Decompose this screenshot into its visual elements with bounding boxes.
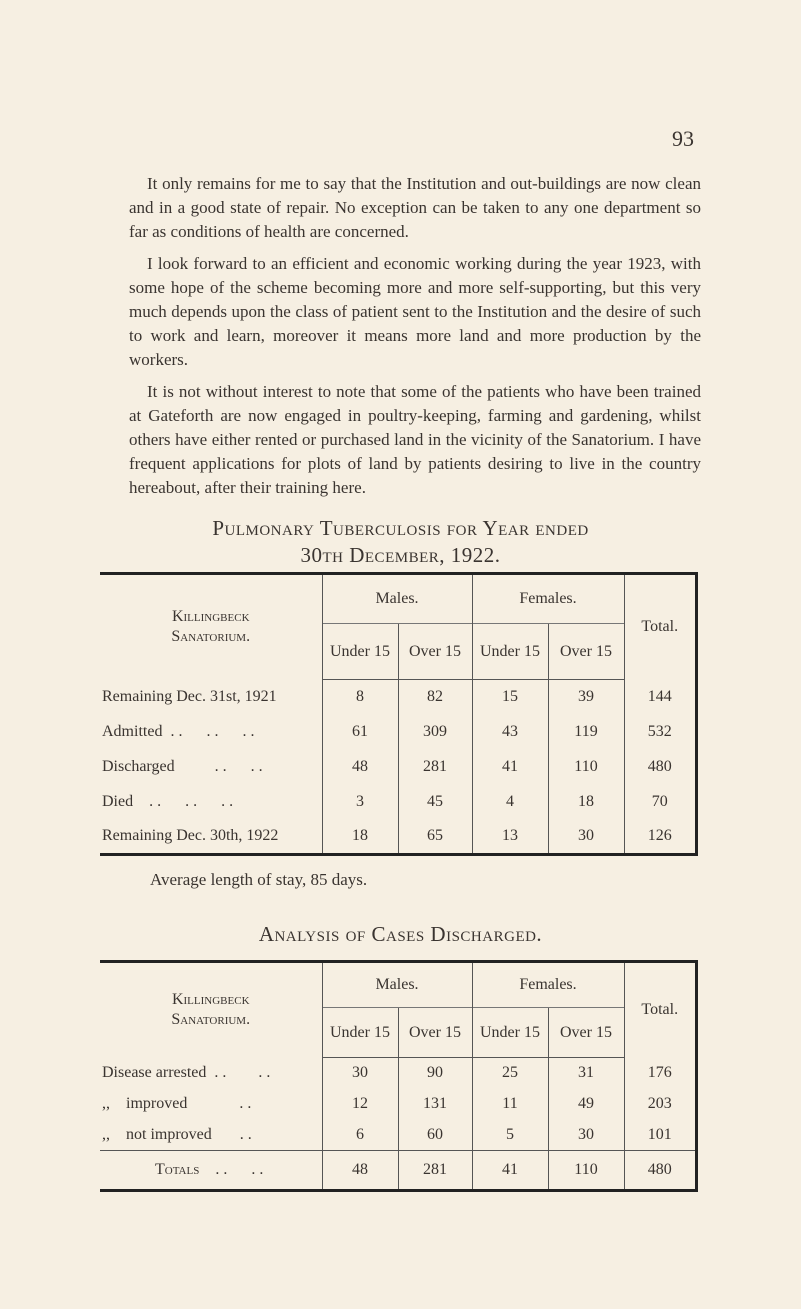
table1-title: Pulmonary Tuberculosis for Year ended <box>212 516 589 540</box>
females-header: Females. <box>471 961 624 1008</box>
cell-value: 70 <box>623 784 697 820</box>
row-label: Died . . . . . . <box>102 793 234 810</box>
row-label: Disease arrested . . . . <box>102 1064 271 1081</box>
cell-value: 309 <box>397 714 472 750</box>
cell-value: 41 <box>471 749 548 785</box>
cell-value: 45 <box>397 784 472 820</box>
total-value: 48 <box>321 1150 398 1191</box>
table-row: ,, improved . . 12 131 11 49 203 <box>100 1088 697 1120</box>
cell-value: 65 <box>397 819 472 855</box>
cell-value: 30 <box>547 1119 624 1151</box>
table2-title: Analysis of Cases Discharged. <box>258 922 543 946</box>
paragraph: It is not without interest to note that … <box>129 382 701 497</box>
cell-value: 30 <box>321 1057 398 1089</box>
cell-value: 119 <box>547 714 624 750</box>
subheader: Over 15 <box>397 1007 472 1058</box>
subheader: Under 15 <box>471 1007 548 1058</box>
cell-value: 3 <box>321 784 398 820</box>
row-label: Remaining Dec. 31st, 1921 <box>102 688 277 705</box>
body-text: It only remains for me to say that the I… <box>129 172 701 508</box>
cell-value: 60 <box>397 1119 472 1151</box>
total-value: 110 <box>547 1150 624 1191</box>
cell-value: 30 <box>547 819 624 855</box>
total-header: Total. <box>623 961 697 1058</box>
cell-value: 532 <box>623 714 697 750</box>
cell-value: 176 <box>623 1057 697 1089</box>
corner-header: Killingbeck Sanatorium. <box>171 991 251 1029</box>
cell-value: 8 <box>321 679 398 715</box>
table-row: Admitted . . . . . . 61 309 43 119 532 <box>100 714 697 750</box>
cell-value: 12 <box>321 1088 398 1120</box>
paragraph: It only remains for me to say that the I… <box>129 174 701 241</box>
table-row: Remaining Dec. 30th, 1922 18 65 13 30 126 <box>100 819 697 855</box>
total-header: Total. <box>623 573 697 680</box>
table-row: Discharged . . . . 48 281 41 110 480 <box>100 749 697 785</box>
cell-value: 49 <box>547 1088 624 1120</box>
row-label: ,, not improved . . <box>102 1125 252 1143</box>
table-row: ,, not improved . . 6 60 5 30 101 <box>100 1119 697 1151</box>
cell-value: 25 <box>471 1057 548 1089</box>
cell-value: 39 <box>547 679 624 715</box>
females-header: Females. <box>471 573 624 624</box>
subheader: Under 15 <box>321 623 398 680</box>
cell-value: 110 <box>547 749 624 785</box>
total-value: 281 <box>397 1150 472 1191</box>
row-label: Discharged . . . . <box>102 758 263 775</box>
cell-value: 82 <box>397 679 472 715</box>
cell-value: 13 <box>471 819 548 855</box>
cell-value: 15 <box>471 679 548 715</box>
table1-subtitle: 30th December, 1922. <box>300 543 501 567</box>
cell-value: 5 <box>471 1119 548 1151</box>
cell-value: 131 <box>397 1088 472 1120</box>
total-value: 480 <box>623 1150 697 1191</box>
analysis-table: Killingbeck Sanatorium. Males. Females. … <box>100 960 698 1192</box>
subheader: Over 15 <box>547 623 624 680</box>
cell-value: 203 <box>623 1088 697 1120</box>
males-header: Males. <box>321 573 472 624</box>
totals-row: Totals . . . . 48 281 41 110 480 <box>100 1150 697 1191</box>
row-label: Remaining Dec. 30th, 1922 <box>102 827 279 845</box>
subheader: Over 15 <box>547 1007 624 1058</box>
table-row: Remaining Dec. 31st, 1921 8 82 15 39 144 <box>100 679 697 715</box>
table-row: Died . . . . . . 3 45 4 18 70 <box>100 784 697 820</box>
males-header: Males. <box>321 961 472 1008</box>
cell-value: 43 <box>471 714 548 750</box>
totals-label: Totals . . . . <box>155 1161 264 1178</box>
row-label: ,, improved . . <box>102 1095 252 1112</box>
table-row: Disease arrested . . . . 30 90 25 31 176 <box>100 1057 697 1089</box>
subheader: Under 15 <box>471 623 548 680</box>
cell-value: 31 <box>547 1057 624 1089</box>
cell-value: 11 <box>471 1088 548 1120</box>
page-number: 93 <box>672 126 694 151</box>
row-label: Admitted . . . . . . <box>102 723 255 740</box>
cell-value: 281 <box>397 749 472 785</box>
cell-value: 90 <box>397 1057 472 1089</box>
corner-header: Killingbeck Sanatorium. <box>171 608 251 646</box>
cell-value: 18 <box>547 784 624 820</box>
cell-value: 61 <box>321 714 398 750</box>
cell-value: 480 <box>623 749 697 785</box>
cell-value: 101 <box>623 1119 697 1151</box>
total-value: 41 <box>471 1150 548 1191</box>
cell-value: 4 <box>471 784 548 820</box>
cell-value: 6 <box>321 1119 398 1151</box>
subheader: Under 15 <box>321 1007 398 1058</box>
cell-value: 126 <box>623 819 697 855</box>
cell-value: 144 <box>623 679 697 715</box>
paragraph: I look forward to an efficient and econo… <box>129 254 701 369</box>
subheader: Over 15 <box>397 623 472 680</box>
average-stay-note: Average length of stay, 85 days. <box>150 870 368 889</box>
tuberculosis-table: Killingbeck Sanatorium. Males. Females. … <box>100 572 698 856</box>
cell-value: 18 <box>321 819 398 855</box>
cell-value: 48 <box>321 749 398 785</box>
